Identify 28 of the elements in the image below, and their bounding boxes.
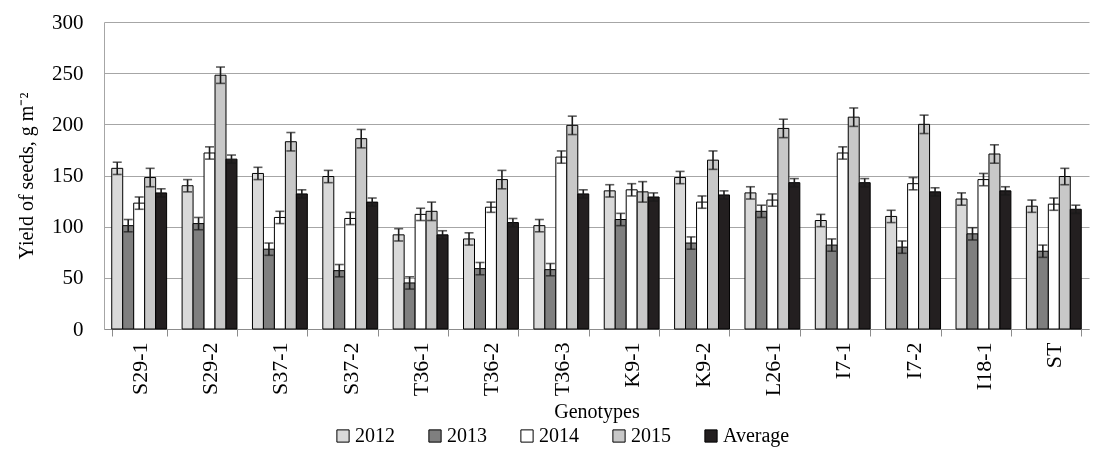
x-tick-label: ST xyxy=(1041,341,1067,369)
y-tick-label: 200 xyxy=(52,111,84,136)
legend-label: 2015 xyxy=(631,424,671,446)
x-tick-label: I18-1 xyxy=(970,342,996,391)
y-tick-label: 100 xyxy=(52,214,84,239)
legend-label: 2013 xyxy=(447,424,487,446)
x-tick-label: T36-2 xyxy=(478,342,504,397)
legend-label: 2012 xyxy=(355,424,395,446)
x-tick-label: S29-1 xyxy=(126,342,152,396)
legend-label: Average xyxy=(723,424,790,447)
x-tick-label: S29-2 xyxy=(197,342,223,396)
y-tick-label: 50 xyxy=(62,265,84,290)
x-tick-label: S37-1 xyxy=(267,342,293,396)
x-tick-label: T36-3 xyxy=(548,342,574,397)
y-tick-label: 0 xyxy=(73,316,84,341)
x-axis-title: Genotypes xyxy=(554,400,640,424)
x-tick-label: I7-2 xyxy=(900,342,926,380)
y-tick-label: 150 xyxy=(52,163,84,187)
y-tick-label: 300 xyxy=(52,9,84,34)
x-tick-label: L26-1 xyxy=(759,342,785,397)
y-tick-label: 250 xyxy=(52,60,84,85)
y-axis-title: Yield of seeds, g m⁻² xyxy=(15,92,38,260)
x-tick-label: I7-1 xyxy=(830,342,856,380)
legend-label: 2014 xyxy=(539,424,579,446)
x-tick-label: T36-1 xyxy=(408,342,434,397)
x-tick-label: K9-2 xyxy=(689,342,715,388)
x-tick-label: K9-1 xyxy=(619,342,645,388)
x-tick-label: S37-2 xyxy=(337,342,363,396)
